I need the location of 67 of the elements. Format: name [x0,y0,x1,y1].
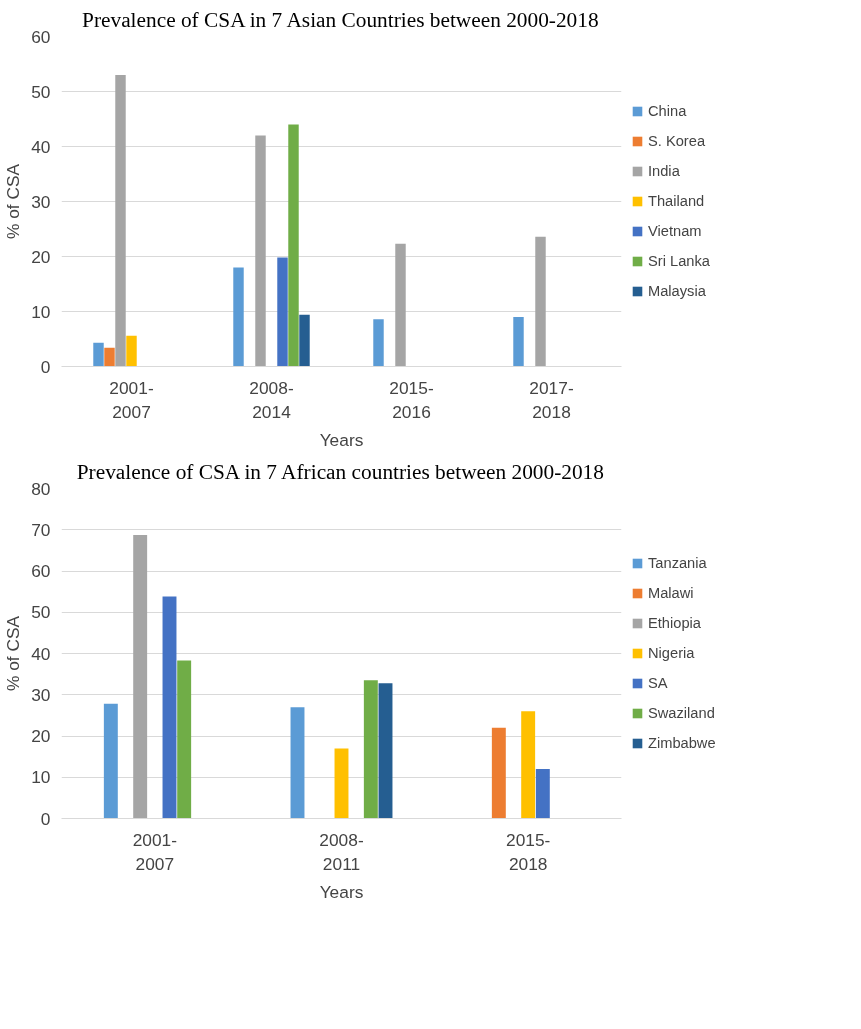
y-tick-label: 50 [31,81,51,102]
y-tick-label: 30 [31,684,51,705]
bar [290,707,305,819]
legend-label: China [648,103,687,119]
bar [491,727,506,819]
legend-label: S. Korea [648,133,706,149]
legend-label: Malawi [648,585,694,601]
y-tick-label: 80 [31,478,51,499]
legend-label: Thailand [648,193,705,209]
x-axis-title: Years [319,429,364,450]
legend-label: Sri Lanka [648,253,710,269]
bar [277,257,288,367]
x-tick-label: 2001-2007 [132,829,177,874]
chart-title: Prevalence of CSA in 7 Asian Countries between 2000-2018 [82,7,599,32]
y-tick-label: 0 [40,808,51,829]
y-tick-label: 30 [31,191,51,212]
x-tick-label: 2015-2016 [389,377,434,422]
bar [373,319,384,367]
bar [378,683,393,819]
bar [535,236,546,367]
legend-label: India [648,163,680,179]
legend-label: Malaysia [648,283,706,299]
bar [288,124,299,367]
bar [535,769,550,819]
y-tick-label: 10 [31,301,51,322]
bar [126,335,137,367]
y-tick-label: 10 [31,767,51,788]
bar [233,267,244,367]
x-axis-title: Years [319,881,364,902]
bar [363,680,378,819]
bar [299,314,310,367]
y-tick-label: 40 [31,136,51,157]
bar [104,347,115,367]
legend-label: Swaziland [648,705,715,721]
y-axis-title: % of CSA [3,615,24,692]
x-tick-label: 2015-2018 [506,829,551,874]
x-tick-label: 2001-2007 [109,377,154,422]
y-tick-label: 20 [31,246,51,267]
y-axis-title: % of CSA [3,163,24,240]
x-tick-label: 2008-2014 [249,377,294,422]
legend-label: SA [648,675,668,691]
y-tick-label: 60 [31,561,51,581]
bar [103,703,118,819]
bar [177,660,192,819]
bar [133,535,148,819]
bar [93,342,104,367]
y-tick-label: 50 [31,602,51,623]
y-tick-label: 0 [40,356,51,377]
bar [513,317,524,367]
bar [162,596,177,819]
y-tick-label: 70 [31,519,51,540]
bar [521,711,536,819]
y-tick-label: 60 [31,26,51,47]
bar [395,243,406,367]
legend-label: Zimbabwe [648,735,716,751]
y-tick-label: 20 [31,726,51,746]
chart-title: Prevalence of CSA in 7 African countries between 2000-2018 [76,459,604,484]
bar [115,75,126,367]
y-tick-label: 40 [31,643,51,664]
bar [334,748,349,819]
bar [255,135,266,367]
legend-label: Vietnam [648,223,702,239]
legend-label: Ethiopia [648,615,701,631]
legend-label: Nigeria [648,645,695,661]
legend-label: Tanzania [648,555,707,571]
x-tick-label: 2008-2011 [319,829,364,874]
x-tick-label: 2017-2018 [529,377,574,422]
